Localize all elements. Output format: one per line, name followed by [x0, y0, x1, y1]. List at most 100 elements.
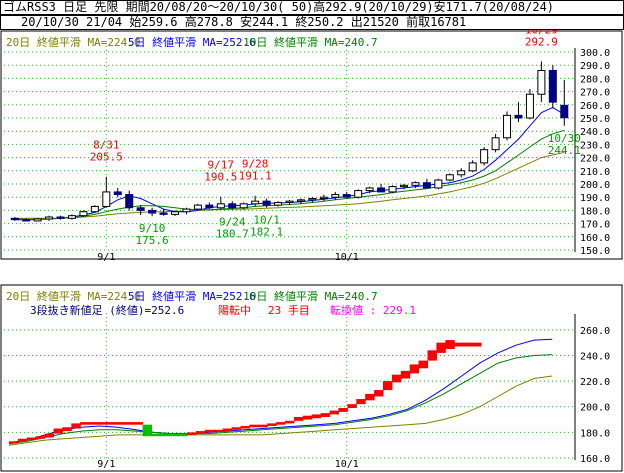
candle-body	[525, 93, 534, 119]
new-price-brick	[204, 429, 215, 433]
new-price-brick	[89, 422, 99, 425]
new-price-brick	[9, 441, 19, 444]
candle	[228, 201, 237, 210]
low-annotation-value: 175.6	[136, 234, 169, 247]
new-price-brick	[213, 429, 224, 432]
candle	[445, 173, 454, 182]
y-tick-label: 290.0	[580, 61, 610, 72]
ma-line-20	[8, 375, 553, 446]
candle	[113, 187, 122, 198]
bar-info-status: 陽転中	[218, 304, 251, 317]
candle-body	[45, 216, 54, 220]
new-price-brick	[231, 427, 242, 430]
new-price-brick	[258, 424, 268, 428]
ma-line-10	[8, 354, 553, 445]
new-price-brick	[463, 342, 473, 347]
new-price-brick	[338, 408, 348, 412]
x-tick-label: 9/1	[97, 459, 115, 470]
new-price-brick	[62, 427, 72, 432]
new-price-brick	[427, 350, 437, 361]
candle	[45, 215, 54, 221]
candle	[205, 202, 214, 210]
candle	[216, 196, 225, 210]
y-tick-label: 200.0	[580, 180, 610, 191]
candle	[251, 195, 260, 207]
y-tick-label: 220.0	[580, 377, 610, 388]
x-tick-label: 10/1	[335, 252, 359, 263]
candle	[296, 198, 305, 204]
candle	[342, 191, 351, 199]
candle-body	[239, 203, 248, 209]
candle	[56, 215, 65, 220]
y-tick-label: 170.0	[580, 220, 610, 231]
new-price-brick	[418, 360, 429, 369]
new-price-brick	[311, 414, 322, 419]
candle-body	[10, 217, 19, 221]
new-price-brick	[53, 428, 63, 434]
bar-info-reversal: 転換値 : 229.1	[330, 304, 416, 317]
candle	[79, 210, 88, 217]
new-price-brick	[124, 422, 135, 425]
low-annotation-date: 10/1	[253, 214, 280, 227]
candle	[182, 207, 191, 215]
candle	[90, 205, 99, 214]
candle-body	[67, 215, 76, 219]
candle-body	[491, 137, 500, 151]
candle	[33, 218, 42, 222]
candle-body	[33, 218, 42, 222]
ma-line-5	[8, 338, 553, 444]
new-price-brick	[409, 364, 420, 374]
new-price-brick	[454, 342, 464, 347]
candle-body	[548, 69, 557, 103]
candle-body	[102, 191, 111, 207]
high-annotation-date: 9/17	[208, 159, 235, 172]
candle-body	[560, 104, 569, 119]
candle	[514, 102, 523, 122]
candle-body	[113, 191, 122, 196]
candle	[411, 181, 420, 188]
x-tick-label: 10/1	[335, 459, 359, 470]
new-price-brick	[44, 433, 55, 438]
candle-body	[457, 170, 466, 176]
candle	[308, 197, 317, 203]
low-annotation-date: 10/30	[548, 132, 581, 145]
candle	[22, 218, 31, 222]
candle	[193, 203, 202, 211]
candle-body	[285, 200, 294, 203]
candle	[102, 176, 111, 208]
candle-body	[422, 182, 431, 189]
legend-entry: 20日 終値平滑 MA=224.0	[6, 35, 140, 49]
candle-body	[468, 162, 477, 172]
new-price-brick	[196, 431, 206, 434]
bar-info-count: 23 手目	[268, 303, 310, 317]
candle-body	[434, 179, 443, 189]
candle-body	[171, 211, 180, 215]
chart-area: 150.0 160.0 170.0 180.0 190.0 200.0 210.0 220.0…	[0, 30, 623, 472]
new-price-brick	[329, 410, 339, 415]
candlestick-panel: 150.0 160.0 170.0 180.0 190.0 200.0 210.0 220.0…	[0, 30, 623, 263]
new-price-bar-panel: 160.0 180.0 200.0 220.0 240.0 260.0 9/1 10/1 20日…	[0, 284, 623, 472]
y-tick-label: 240.0	[580, 127, 610, 138]
new-price-brick	[472, 342, 482, 347]
y-tick-label: 200.0	[580, 403, 610, 414]
new-price-brick	[98, 422, 108, 425]
candle	[354, 189, 363, 199]
new-price-brick	[249, 424, 259, 428]
candle-body	[228, 203, 237, 209]
new-price-brick	[187, 432, 197, 435]
chart-header-period: ゴムRSS3 日足 先限 期間20/08/20〜20/10/30( 50)高29…	[0, 0, 624, 15]
y-tick-label: 210.0	[580, 167, 610, 178]
candle	[468, 160, 477, 173]
new-price-brick	[115, 422, 126, 425]
new-price-brick	[222, 428, 233, 432]
new-price-brick	[26, 437, 37, 441]
y-tick-label: 160.0	[580, 233, 610, 244]
candle-body	[148, 209, 157, 214]
candle-body	[308, 198, 317, 201]
candle-body	[480, 149, 489, 164]
new-price-brick	[400, 370, 411, 379]
candle	[480, 147, 489, 166]
legend-entry: 10日 終値平滑 MA=240.7	[243, 289, 377, 303]
y-tick-label: 230.0	[580, 140, 610, 151]
new-price-brick	[142, 424, 152, 437]
